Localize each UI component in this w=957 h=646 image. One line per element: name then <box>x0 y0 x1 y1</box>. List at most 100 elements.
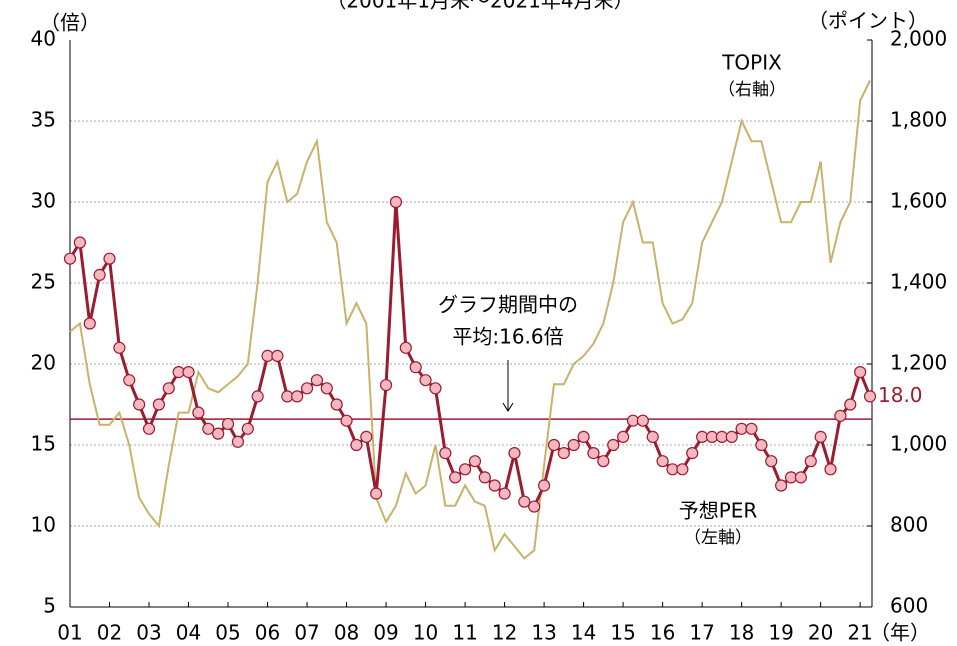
y2-tick-label: 600 <box>890 594 928 618</box>
y2-tick-label: 1,600 <box>890 189 947 213</box>
series-marker <box>804 455 817 468</box>
series-marker <box>814 430 827 443</box>
series-line <box>68 201 872 509</box>
series-marker <box>212 427 225 440</box>
series-marker <box>389 195 403 209</box>
series-marker <box>291 390 304 403</box>
average-arrowhead <box>502 402 514 412</box>
series-marker <box>142 422 156 435</box>
series-marker <box>854 366 867 379</box>
series-marker <box>162 382 175 395</box>
series-marker <box>202 422 215 435</box>
series-marker <box>765 455 778 468</box>
x-axis-unit: （年） <box>870 621 930 645</box>
x-tick-label: 13 <box>531 621 556 645</box>
series-marker <box>103 252 116 265</box>
x-tick-label: 16 <box>650 621 675 645</box>
series-marker <box>686 447 699 460</box>
series-marker <box>725 430 738 443</box>
x-tick-label: 11 <box>452 621 477 645</box>
x-tick-label: 09 <box>373 621 398 645</box>
series-marker <box>399 341 412 354</box>
x-tick-label: 02 <box>97 621 122 645</box>
series-marker <box>73 236 86 249</box>
y2-tick-label: 800 <box>890 513 928 537</box>
x-tick-label: 01 <box>57 621 82 645</box>
series-marker <box>676 463 689 476</box>
series-line <box>69 80 871 560</box>
series-marker <box>547 438 561 452</box>
series-marker <box>834 409 847 422</box>
x-tick-label: 19 <box>768 621 793 645</box>
y-tick-label: 35 <box>31 108 56 132</box>
series-label: TOPIX <box>721 51 782 75</box>
series-marker <box>439 447 452 460</box>
x-tick-label: 21 <box>847 621 872 645</box>
series-marker <box>775 479 788 492</box>
series-marker <box>340 414 353 427</box>
series-marker <box>330 398 343 411</box>
series-marker <box>123 374 136 387</box>
series-label-note: （右軸） <box>718 80 786 100</box>
series-marker <box>844 398 857 411</box>
y-tick-label: 5 <box>43 594 56 618</box>
average-label: 平均:16.6倍 <box>452 325 563 349</box>
series-marker <box>478 471 491 484</box>
series-marker <box>231 435 245 448</box>
series-marker <box>320 382 333 395</box>
series-marker <box>656 455 669 468</box>
series-marker <box>745 422 758 435</box>
series-marker <box>182 366 195 379</box>
series-marker <box>251 390 264 403</box>
series-marker <box>518 495 531 508</box>
series-label: 予想PER <box>679 499 758 523</box>
y-tick-label: 15 <box>31 432 56 456</box>
x-tick-label: 18 <box>729 621 754 645</box>
x-tick-label: 12 <box>492 621 517 645</box>
series-marker <box>379 378 393 392</box>
series-marker <box>83 317 96 330</box>
y-tick-label: 10 <box>31 513 56 537</box>
series-marker <box>449 471 462 484</box>
series-label-note: （左軸） <box>684 528 752 548</box>
series-marker <box>607 438 620 452</box>
series-marker <box>528 500 541 513</box>
x-tick-label: 20 <box>808 621 833 645</box>
x-tick-label: 07 <box>294 621 319 645</box>
series-marker <box>636 414 649 427</box>
series-marker <box>458 463 472 476</box>
series-marker <box>863 390 877 403</box>
series-marker <box>300 382 314 395</box>
series-marker <box>133 398 146 411</box>
y-axis-unit: （倍） <box>40 11 100 35</box>
series-marker <box>241 422 254 435</box>
series-marker <box>419 374 432 387</box>
y-tick-label: 20 <box>31 351 56 375</box>
series-marker <box>409 361 422 374</box>
series-marker <box>221 417 235 431</box>
y2-axis-unit: （ポイント） <box>808 9 928 33</box>
series-marker <box>567 438 580 452</box>
series-marker <box>794 471 807 484</box>
chart-subtitle: （2001年1月末～2021年4月末） <box>326 0 633 13</box>
series-marker <box>468 455 482 468</box>
series-marker <box>360 430 373 443</box>
y2-tick-label: 1,400 <box>890 270 947 294</box>
series-marker <box>152 398 165 411</box>
average-label: グラフ期間中の <box>438 293 578 317</box>
series-marker <box>587 447 600 460</box>
series-marker <box>537 479 551 492</box>
end-value-label: 18.0 <box>878 383 923 407</box>
series-marker <box>271 349 284 362</box>
series-marker <box>597 455 610 468</box>
series-marker <box>646 430 659 443</box>
series-marker <box>557 447 570 460</box>
series-marker <box>498 487 511 500</box>
y2-tick-label: 1,000 <box>890 432 947 456</box>
series-marker <box>113 341 126 354</box>
y-tick-label: 25 <box>31 270 56 294</box>
x-tick-label: 03 <box>136 621 161 645</box>
series-marker <box>617 430 630 443</box>
x-tick-label: 06 <box>255 621 280 645</box>
